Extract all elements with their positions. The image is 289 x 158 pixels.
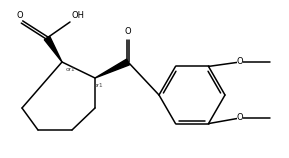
Text: O: O [125, 27, 131, 36]
Polygon shape [95, 59, 129, 78]
Text: O: O [17, 10, 23, 19]
Text: or1: or1 [94, 83, 104, 88]
Text: O: O [237, 58, 243, 67]
Text: OH: OH [71, 10, 84, 19]
Text: or1: or1 [66, 67, 76, 72]
Text: O: O [237, 113, 243, 122]
Polygon shape [44, 36, 62, 62]
